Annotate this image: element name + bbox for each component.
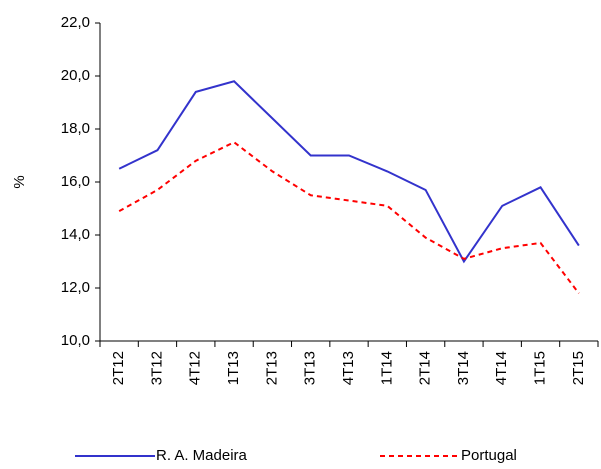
x-tick-label: 2T12 bbox=[110, 351, 127, 385]
series-line bbox=[118, 141, 580, 294]
y-tick-label: 14,0 bbox=[61, 226, 90, 243]
y-axis-label: % bbox=[11, 175, 28, 188]
y-tick-label: 20,0 bbox=[61, 67, 90, 84]
legend-label: Portugal bbox=[461, 447, 517, 464]
y-tick-label: 10,0 bbox=[61, 332, 90, 349]
x-tick-label: 1T14 bbox=[378, 351, 395, 385]
x-tick-label: 2T15 bbox=[570, 351, 587, 385]
x-tick-label: 3T14 bbox=[455, 351, 472, 385]
x-tick-label: 1T15 bbox=[532, 351, 549, 385]
y-tick-label: 22,0 bbox=[61, 14, 90, 31]
series-line bbox=[118, 80, 580, 264]
x-tick-label: 3T13 bbox=[302, 351, 319, 385]
y-tick-label: 18,0 bbox=[61, 120, 90, 137]
x-tick-label: 1T13 bbox=[225, 351, 242, 385]
y-tick-label: 12,0 bbox=[61, 279, 90, 296]
x-tick-label: 2T14 bbox=[417, 351, 434, 385]
x-tick-label: 4T12 bbox=[187, 351, 204, 385]
x-tick-label: 3T12 bbox=[148, 351, 165, 385]
y-tick-label: 16,0 bbox=[61, 173, 90, 190]
x-tick-label: 2T13 bbox=[263, 351, 280, 385]
x-tick-label: 4T13 bbox=[340, 351, 357, 385]
x-tick-label: 4T14 bbox=[493, 351, 510, 385]
legend-label: R. A. Madeira bbox=[156, 447, 248, 464]
